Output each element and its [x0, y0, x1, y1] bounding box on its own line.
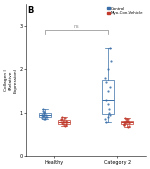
Point	[127, 119, 129, 122]
PathPatch shape	[58, 120, 70, 124]
Point	[108, 107, 111, 110]
Point	[66, 121, 68, 124]
Point	[105, 81, 107, 84]
Point	[125, 118, 127, 121]
Point	[123, 124, 125, 126]
Point	[125, 120, 127, 123]
Point	[60, 119, 62, 122]
Legend: Control, Myo-Con-Vehicle: Control, Myo-Con-Vehicle	[106, 6, 144, 16]
Point	[43, 112, 45, 115]
Point	[126, 118, 129, 120]
Point	[65, 120, 68, 123]
Point	[61, 122, 63, 125]
Point	[41, 114, 43, 116]
PathPatch shape	[39, 113, 51, 117]
PathPatch shape	[102, 80, 114, 114]
Point	[60, 117, 62, 120]
Text: B: B	[27, 6, 34, 15]
Point	[124, 117, 126, 119]
Point	[107, 68, 109, 71]
Point	[105, 120, 107, 123]
Point	[45, 113, 47, 116]
Point	[42, 109, 44, 112]
Point	[64, 117, 66, 119]
Point	[123, 122, 126, 124]
Point	[64, 125, 66, 127]
Point	[42, 115, 44, 118]
Point	[127, 125, 129, 128]
Point	[43, 115, 46, 117]
Point	[104, 99, 107, 101]
Point	[109, 86, 112, 88]
Point	[109, 46, 111, 49]
Point	[123, 121, 126, 124]
Point	[43, 111, 45, 113]
Point	[65, 123, 68, 126]
Point	[106, 116, 109, 119]
Point	[106, 103, 109, 105]
Y-axis label: Collagen I
(Relative
Expression): Collagen I (Relative Expression)	[4, 68, 17, 93]
Point	[44, 117, 46, 120]
Point	[42, 112, 45, 114]
Point	[109, 114, 111, 116]
Point	[128, 122, 130, 125]
Point	[123, 122, 125, 125]
Point	[41, 117, 44, 119]
Point	[123, 123, 126, 126]
Point	[42, 107, 44, 110]
Point	[63, 120, 65, 123]
Point	[124, 119, 127, 122]
Point	[127, 125, 130, 127]
Point	[62, 122, 64, 125]
Point	[46, 115, 49, 118]
Point	[43, 118, 46, 121]
Point	[60, 118, 63, 121]
Point	[108, 112, 111, 114]
Point	[65, 121, 68, 123]
Point	[61, 119, 64, 122]
Point	[64, 124, 67, 126]
Point	[45, 116, 48, 119]
Point	[110, 59, 112, 62]
Point	[104, 77, 106, 79]
Point	[107, 90, 109, 92]
PathPatch shape	[121, 121, 133, 124]
Point	[104, 118, 106, 121]
Text: ns: ns	[74, 24, 79, 29]
Point	[41, 114, 43, 117]
Point	[61, 116, 63, 119]
Point	[126, 120, 128, 123]
